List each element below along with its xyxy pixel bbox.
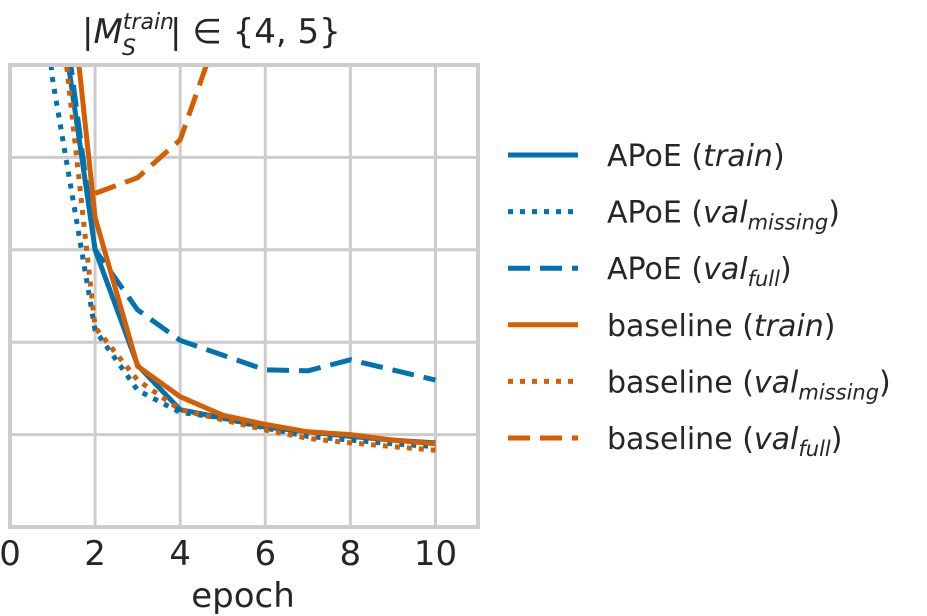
series-line-3 bbox=[76, 65, 436, 447]
x-tick-label: 6 bbox=[254, 534, 276, 574]
x-axis-label: epoch bbox=[191, 576, 295, 616]
x-tick-labels: 0 2 4 6 8 10 bbox=[0, 534, 457, 574]
plot-frame bbox=[8, 63, 480, 529]
legend-label: baseline (valfull) bbox=[607, 422, 842, 461]
x-tick-label: 8 bbox=[340, 534, 362, 574]
legend-label: baseline (valmissing) bbox=[607, 365, 891, 404]
x-tick-label: 4 bbox=[169, 534, 191, 574]
legend-label: APoE (train) bbox=[607, 139, 785, 174]
x-tick-label: 10 bbox=[414, 534, 457, 574]
x-tick-label: 0 bbox=[0, 534, 21, 574]
series-line-5 bbox=[94, 65, 210, 196]
legend-label: APoE (valfull) bbox=[607, 252, 792, 291]
series-line-2 bbox=[68, 65, 437, 383]
series-group bbox=[48, 65, 437, 453]
x-tick-label: 2 bbox=[84, 534, 106, 574]
legend-label: baseline (train) bbox=[607, 309, 835, 344]
legend-label: APoE (valmissing) bbox=[607, 196, 840, 235]
series-line-4 bbox=[64, 65, 436, 453]
legend: APoE (train) APoE (valmissing) APoE (valfu… bbox=[508, 139, 891, 461]
chart-title: |Mtrain S | ∈ {4, 5} bbox=[82, 10, 341, 61]
